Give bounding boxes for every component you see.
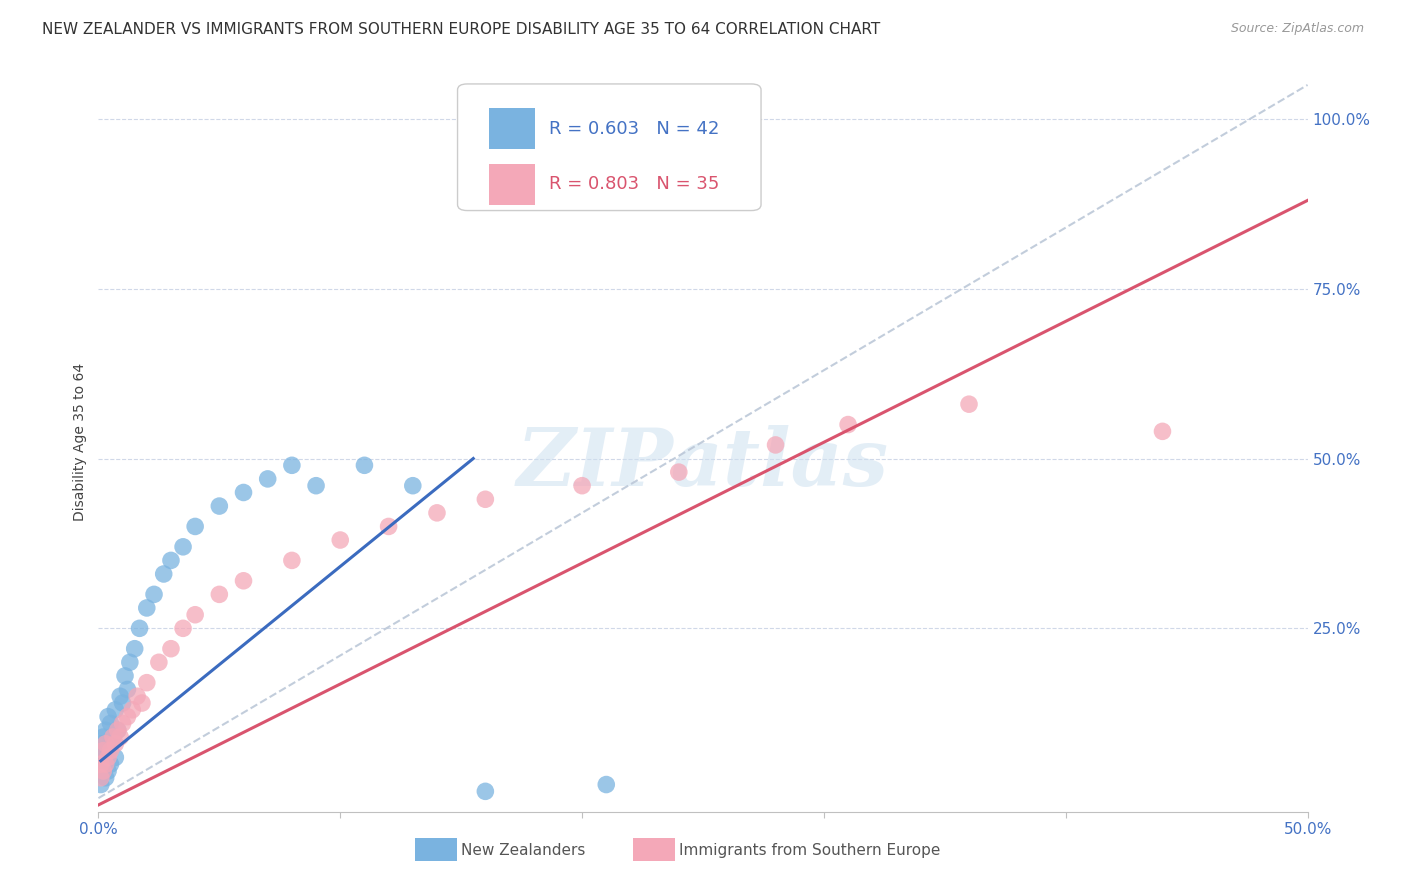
Point bbox=[595, 778, 617, 792]
Point bbox=[124, 641, 146, 656]
Point bbox=[97, 750, 120, 764]
Point bbox=[135, 601, 157, 615]
Point bbox=[329, 533, 352, 547]
Point bbox=[117, 709, 139, 723]
Text: ZIPatlas: ZIPatlas bbox=[517, 425, 889, 502]
Point bbox=[571, 478, 593, 492]
Point bbox=[104, 703, 127, 717]
Point bbox=[90, 771, 112, 785]
Text: NEW ZEALANDER VS IMMIGRANTS FROM SOUTHERN EUROPE DISABILITY AGE 35 TO 64 CORRELA: NEW ZEALANDER VS IMMIGRANTS FROM SOUTHER… bbox=[42, 22, 880, 37]
Point bbox=[111, 716, 134, 731]
Point bbox=[128, 621, 150, 635]
Point bbox=[90, 750, 112, 764]
Point bbox=[94, 723, 117, 738]
Point bbox=[148, 655, 170, 669]
Point bbox=[160, 641, 183, 656]
Point bbox=[668, 465, 690, 479]
Point bbox=[184, 607, 207, 622]
Point bbox=[91, 743, 114, 757]
Point bbox=[208, 499, 231, 513]
Point bbox=[90, 737, 112, 751]
Point bbox=[765, 438, 787, 452]
Point bbox=[117, 682, 139, 697]
Point bbox=[208, 587, 231, 601]
FancyBboxPatch shape bbox=[457, 84, 761, 211]
Point bbox=[837, 417, 859, 432]
Point bbox=[353, 458, 375, 473]
Point bbox=[131, 696, 153, 710]
Point bbox=[281, 458, 304, 473]
Point bbox=[143, 587, 166, 601]
Bar bbox=[489, 164, 534, 204]
Point bbox=[100, 737, 122, 751]
Point bbox=[127, 690, 149, 704]
Point bbox=[160, 553, 183, 567]
Point bbox=[97, 743, 120, 757]
Point bbox=[104, 750, 127, 764]
Point bbox=[100, 743, 122, 757]
Point bbox=[232, 574, 254, 588]
Text: New Zealanders: New Zealanders bbox=[461, 843, 585, 857]
Point bbox=[107, 723, 129, 738]
Point bbox=[91, 743, 114, 757]
Point bbox=[256, 472, 278, 486]
Text: Immigrants from Southern Europe: Immigrants from Southern Europe bbox=[679, 843, 941, 857]
Point bbox=[97, 764, 120, 778]
Point bbox=[152, 566, 174, 581]
Point bbox=[104, 737, 127, 751]
Point bbox=[108, 690, 131, 704]
Point bbox=[101, 730, 124, 744]
Point bbox=[114, 669, 136, 683]
Point bbox=[100, 716, 122, 731]
Text: R = 0.603   N = 42: R = 0.603 N = 42 bbox=[550, 120, 720, 137]
Point bbox=[377, 519, 399, 533]
Text: R = 0.803   N = 35: R = 0.803 N = 35 bbox=[550, 175, 720, 194]
Point bbox=[107, 723, 129, 738]
Text: Source: ZipAtlas.com: Source: ZipAtlas.com bbox=[1230, 22, 1364, 36]
Point bbox=[94, 771, 117, 785]
Point bbox=[281, 553, 304, 567]
Point bbox=[426, 506, 449, 520]
Point bbox=[97, 709, 120, 723]
Point bbox=[474, 784, 496, 798]
Point bbox=[101, 730, 124, 744]
Point bbox=[232, 485, 254, 500]
Point bbox=[957, 397, 980, 411]
Point bbox=[402, 478, 425, 492]
Point bbox=[474, 492, 496, 507]
Point bbox=[94, 750, 117, 764]
Point bbox=[91, 730, 114, 744]
Point bbox=[121, 703, 143, 717]
Point bbox=[118, 655, 141, 669]
Bar bbox=[489, 109, 534, 149]
Point bbox=[172, 540, 194, 554]
Point bbox=[94, 757, 117, 772]
Point bbox=[90, 778, 112, 792]
Point bbox=[90, 764, 112, 778]
Y-axis label: Disability Age 35 to 64: Disability Age 35 to 64 bbox=[73, 362, 87, 521]
Point bbox=[172, 621, 194, 635]
Point bbox=[1152, 425, 1174, 439]
Point bbox=[94, 737, 117, 751]
Point bbox=[100, 757, 122, 772]
Point bbox=[111, 696, 134, 710]
Point bbox=[91, 764, 114, 778]
Point bbox=[305, 478, 328, 492]
Point bbox=[91, 757, 114, 772]
Point bbox=[108, 730, 131, 744]
Point bbox=[135, 675, 157, 690]
Point bbox=[90, 757, 112, 772]
Point bbox=[184, 519, 207, 533]
